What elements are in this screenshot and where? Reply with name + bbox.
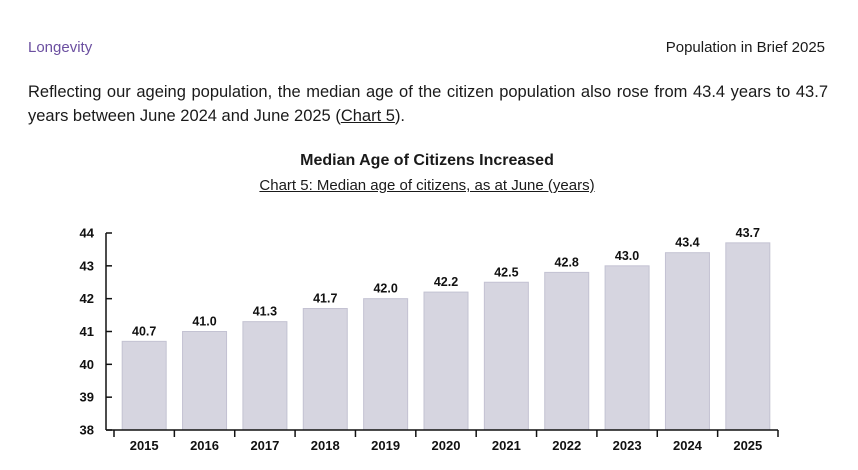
bar	[544, 271, 590, 431]
data-label: 40.7	[132, 324, 156, 338]
data-label: 41.0	[192, 315, 216, 329]
bar	[483, 281, 529, 431]
bar	[302, 308, 348, 431]
x-tick-label: 2024	[673, 438, 703, 453]
bar	[363, 298, 409, 431]
data-label: 43.0	[615, 249, 639, 263]
x-tick-label: 2022	[552, 438, 581, 453]
bar	[725, 242, 771, 431]
data-label: 41.7	[313, 292, 337, 306]
x-tick-label: 2017	[250, 438, 279, 453]
data-label: 43.4	[675, 236, 699, 250]
bar	[242, 321, 288, 431]
bar	[423, 291, 469, 431]
bar	[182, 331, 228, 431]
x-tick-label: 2025	[733, 438, 762, 453]
y-tick-label: 44	[80, 226, 95, 241]
x-tick-label: 2018	[311, 438, 340, 453]
data-label: 42.0	[373, 282, 397, 296]
data-label: 42.8	[555, 255, 579, 269]
chart-5-link[interactable]: Chart 5	[340, 107, 395, 125]
y-tick-label: 40	[80, 357, 94, 372]
publication-title: Population in Brief 2025	[665, 39, 825, 56]
paragraph-text-end: ).	[394, 107, 406, 125]
chart-subtitle: Chart 5: Median age of citizens, as at J…	[259, 177, 595, 194]
y-tick-label: 43	[80, 258, 94, 273]
section-label: Longevity	[28, 39, 93, 56]
data-label: 41.3	[253, 305, 277, 319]
body-paragraph: Reflecting our ageing population, the me…	[28, 80, 828, 128]
y-tick-label: 39	[80, 390, 94, 405]
bar	[121, 340, 167, 431]
data-label: 42.5	[494, 265, 518, 279]
y-tick-label: 38	[80, 423, 94, 438]
y-tick-label: 41	[80, 324, 94, 339]
bar	[664, 252, 710, 431]
x-tick-label: 2020	[432, 438, 461, 453]
x-tick-label: 2023	[613, 438, 642, 453]
y-tick-label: 42	[80, 291, 94, 306]
data-label: 42.2	[434, 275, 458, 289]
x-tick-label: 2015	[130, 438, 159, 453]
data-label: 43.7	[736, 226, 760, 240]
chart-title: Median Age of Citizens Increased	[300, 152, 554, 169]
x-tick-label: 2019	[371, 438, 400, 453]
bar	[604, 265, 650, 431]
x-tick-label: 2016	[190, 438, 219, 453]
paragraph-text: Reflecting our ageing population, the me…	[28, 83, 828, 125]
x-tick-label: 2021	[492, 438, 521, 453]
